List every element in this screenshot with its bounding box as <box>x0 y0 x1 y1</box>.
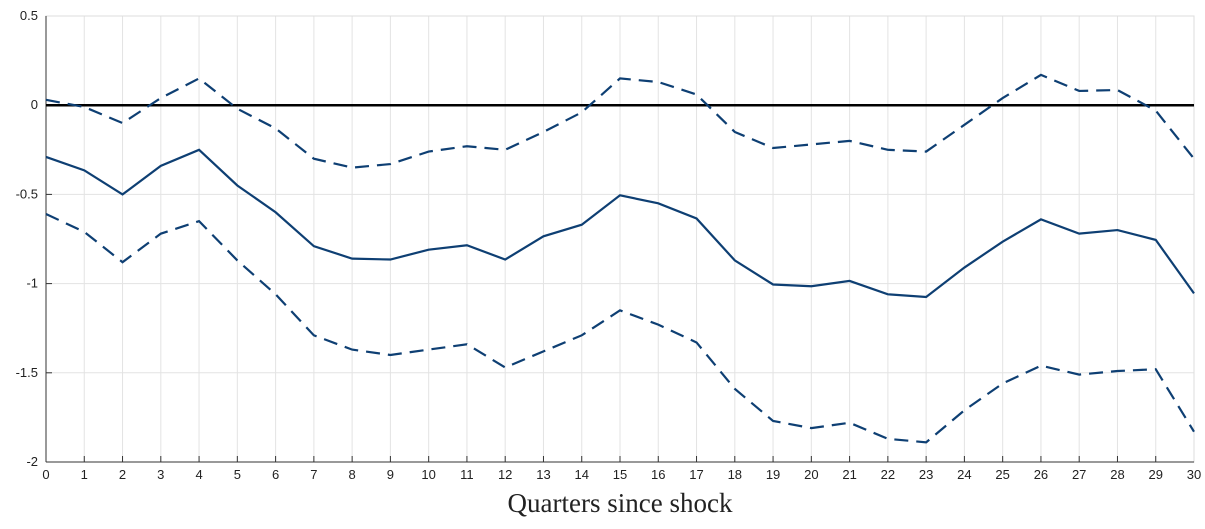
x-tick-label: 1 <box>81 467 88 482</box>
x-tick-label: 12 <box>498 467 512 482</box>
y-tick-label: -0.5 <box>16 186 38 201</box>
x-tick-label: 15 <box>613 467 627 482</box>
x-tick-label: 20 <box>804 467 818 482</box>
x-tick-label: 16 <box>651 467 665 482</box>
x-tick-label: 14 <box>574 467 588 482</box>
x-tick-label: 30 <box>1187 467 1201 482</box>
x-tick-label: 29 <box>1148 467 1162 482</box>
x-tick-label: 11 <box>460 467 474 482</box>
x-tick-label: 19 <box>766 467 780 482</box>
y-tick-label: 0.5 <box>20 8 38 23</box>
x-tick-label: 7 <box>310 467 317 482</box>
x-tick-label: 8 <box>349 467 356 482</box>
x-tick-label: 28 <box>1110 467 1124 482</box>
y-tick-label: 0 <box>31 97 38 112</box>
series-line <box>45 73 1195 169</box>
y-tick-label: -1 <box>26 276 38 291</box>
x-axis-label: Quarters since shock <box>508 488 733 518</box>
x-tick-label: 24 <box>957 467 971 482</box>
x-tick-label: 27 <box>1072 467 1086 482</box>
x-tick-label: 0 <box>42 467 49 482</box>
y-tick-label: -2 <box>26 454 38 469</box>
y-tick-label: -1.5 <box>16 365 38 380</box>
x-tick-label: 2 <box>119 467 126 482</box>
series-line <box>45 148 1195 299</box>
x-tick-label: 18 <box>728 467 742 482</box>
x-tick-label: 22 <box>881 467 895 482</box>
x-tick-label: 21 <box>842 467 856 482</box>
x-tick-label: 13 <box>536 467 550 482</box>
x-tick-label: 6 <box>272 467 279 482</box>
x-tick-label: 25 <box>995 467 1009 482</box>
x-tick-label: 23 <box>919 467 933 482</box>
x-tick-label: 26 <box>1034 467 1048 482</box>
x-tick-label: 4 <box>195 467 202 482</box>
x-tick-label: 10 <box>421 467 435 482</box>
x-tick-label: 5 <box>234 467 241 482</box>
x-tick-label: 3 <box>157 467 164 482</box>
series-line <box>45 213 1195 444</box>
x-tick-label: 9 <box>387 467 394 482</box>
x-tick-label: 17 <box>689 467 703 482</box>
